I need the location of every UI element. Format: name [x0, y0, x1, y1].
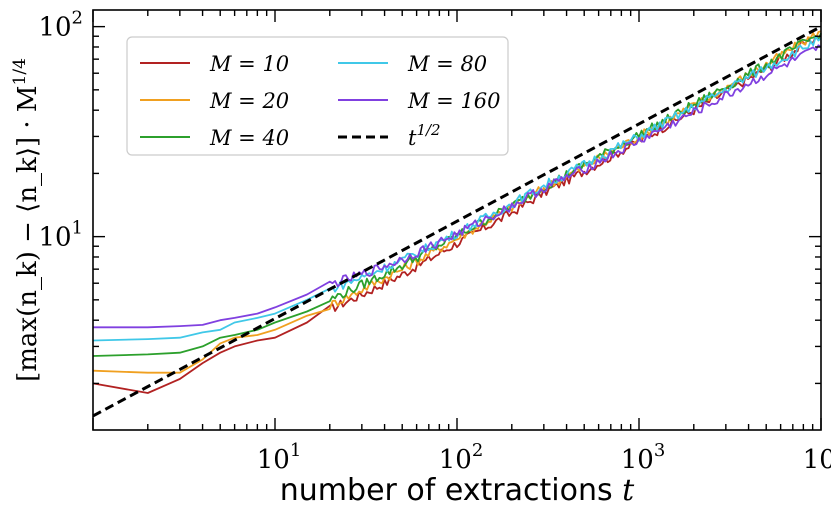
legend: M = 10 M = 20 M = 40 M = 80 M = 160 t1/2	[126, 36, 509, 156]
series-layer	[92, 25, 822, 418]
x-tick-label: 101	[257, 440, 302, 475]
series-line-4	[93, 44, 822, 329]
legend-label: t1/2	[408, 121, 441, 150]
legend-box	[126, 36, 509, 156]
series-line-5	[92, 25, 822, 418]
legend-label: M = 80	[407, 52, 487, 76]
y-axis-label: [max(n_k) − ⟨n_k⟩] · M1/4	[10, 58, 43, 382]
legend-label: M = 20	[209, 89, 289, 113]
ticks-layer	[92, 10, 822, 430]
labels-layer: 101102103104101102number of extractions …	[10, 8, 831, 508]
x-axis-label: number of extractions t	[280, 473, 635, 508]
y-tick-label: 101	[38, 218, 83, 253]
x-tick-label: 103	[621, 440, 666, 475]
y-tick-label: 102	[38, 8, 83, 43]
legend-label: M = 160	[407, 89, 501, 113]
legend-label: M = 40	[209, 126, 289, 150]
x-tick-label: 104	[803, 440, 831, 475]
x-tick-label: 102	[439, 440, 484, 475]
series-line-3	[92, 35, 822, 342]
legend-label: M = 10	[209, 52, 289, 76]
